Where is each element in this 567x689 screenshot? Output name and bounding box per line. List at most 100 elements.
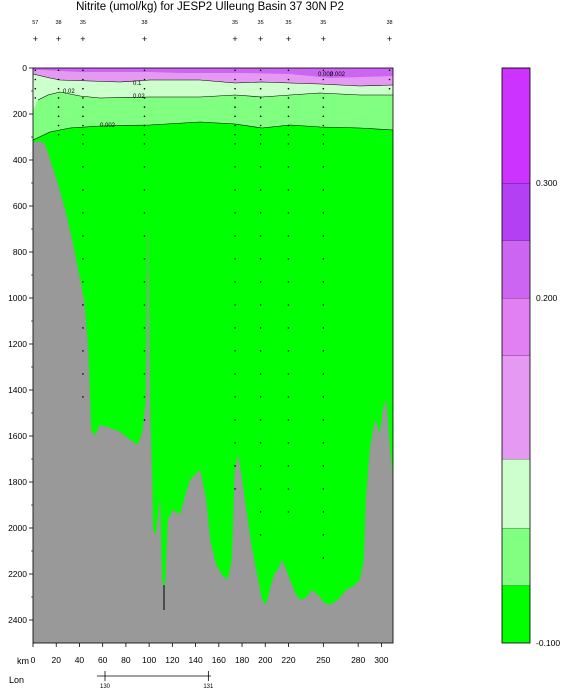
sample-dot [234, 97, 236, 99]
lon-axis: Lon 130 131 [9, 671, 214, 689]
sample-dot [234, 442, 236, 444]
station-marker: + [232, 34, 237, 44]
sample-dot [82, 212, 84, 214]
station-marker: + [258, 34, 263, 44]
station-label: 35 [232, 20, 238, 26]
sample-dot [57, 124, 60, 127]
contour-line-0p02 [37, 91, 393, 101]
sample-dot [143, 396, 146, 398]
sample-dot [322, 534, 325, 536]
sample-dot [82, 281, 84, 283]
sample-dot [322, 166, 325, 168]
sample-dot [322, 511, 325, 513]
x-tick-label: 200 [258, 655, 272, 665]
sample-dot [259, 327, 262, 329]
sample-dot [82, 350, 84, 352]
sample-dot [259, 124, 262, 127]
sample-dot [259, 304, 262, 306]
sample-dot [57, 69, 60, 72]
y-tick-label: 1000 [8, 293, 27, 303]
sample-dot [82, 166, 84, 168]
y-tick-label: 2000 [8, 523, 27, 533]
sample-dot [234, 124, 236, 127]
contour-band-high [33, 68, 393, 78]
sample-dot [287, 97, 290, 99]
sample-dot [82, 106, 84, 108]
y-tick-label: 1200 [8, 339, 27, 349]
station-label: 35 [285, 20, 291, 26]
sample-dot [143, 69, 146, 72]
sample-dot [143, 350, 146, 352]
sample-dot [34, 87, 37, 90]
sample-dot [287, 488, 290, 490]
sample-dot [143, 189, 146, 191]
x-tick-label: 120 [165, 655, 179, 665]
sample-dot [259, 373, 262, 375]
sample-dot [322, 442, 325, 444]
sample-dot [143, 373, 146, 375]
x-tick-label: 40 [75, 655, 85, 665]
sample-dot [287, 465, 290, 467]
station-label: 38 [386, 20, 392, 26]
sample-dot [287, 78, 290, 81]
x-tick-label: 20 [51, 655, 61, 665]
sample-dot [234, 212, 236, 214]
colorbar-band [502, 298, 530, 356]
colorbar-band [502, 240, 530, 298]
colorbar-band [502, 355, 530, 459]
sample-dot [143, 106, 146, 108]
sample-dot [287, 350, 290, 352]
sample-dot [259, 488, 262, 490]
y-tick-label: 200 [13, 109, 27, 119]
station-marker: + [321, 34, 326, 44]
sample-dot [143, 235, 146, 237]
sample-dot [234, 189, 236, 191]
sample-dot [259, 419, 262, 421]
sample-points [34, 69, 391, 559]
sample-dot [259, 465, 262, 467]
colorbar-band [502, 68, 530, 183]
sample-dot [287, 189, 290, 191]
sample-dot [234, 396, 236, 398]
sample-dot [259, 166, 262, 168]
sample-dot [259, 281, 262, 283]
sample-dot [322, 133, 325, 136]
sample-dot [82, 115, 84, 118]
sample-dot [143, 419, 146, 421]
station-label: 38 [55, 20, 61, 26]
sample-dot [234, 78, 236, 81]
sample-dot [259, 235, 262, 237]
sample-dot [287, 327, 290, 329]
y-tick-label: 2200 [8, 569, 27, 579]
y-tick-label: 1600 [8, 431, 27, 441]
sample-dot [57, 78, 60, 81]
station-marker: + [142, 34, 147, 44]
sample-dot [388, 78, 391, 81]
lon-tick-label: 130 [100, 684, 111, 689]
sample-dot [259, 258, 262, 260]
y-tick-label: 0 [22, 63, 27, 73]
sample-dot [57, 97, 60, 99]
sample-dot [234, 281, 236, 283]
sample-dot [287, 304, 290, 306]
sample-dot [82, 97, 84, 99]
sample-dot [57, 133, 60, 136]
sample-dot [322, 419, 325, 421]
x-axis-label: km [17, 656, 29, 666]
sample-dot [57, 115, 60, 118]
station-label: 57 [32, 20, 38, 26]
sample-dot [287, 166, 290, 168]
sample-dot [259, 442, 262, 444]
sample-dot [82, 124, 84, 127]
sample-dot [57, 106, 60, 108]
sample-dot [322, 465, 325, 467]
sample-dot [388, 69, 391, 72]
sample-dot [287, 258, 290, 260]
x-tick-label: 300 [374, 655, 388, 665]
sample-dot [259, 534, 262, 536]
sample-dot [287, 396, 290, 398]
sample-dot [234, 327, 236, 329]
sample-dot [322, 235, 325, 237]
sample-dot [322, 304, 325, 306]
